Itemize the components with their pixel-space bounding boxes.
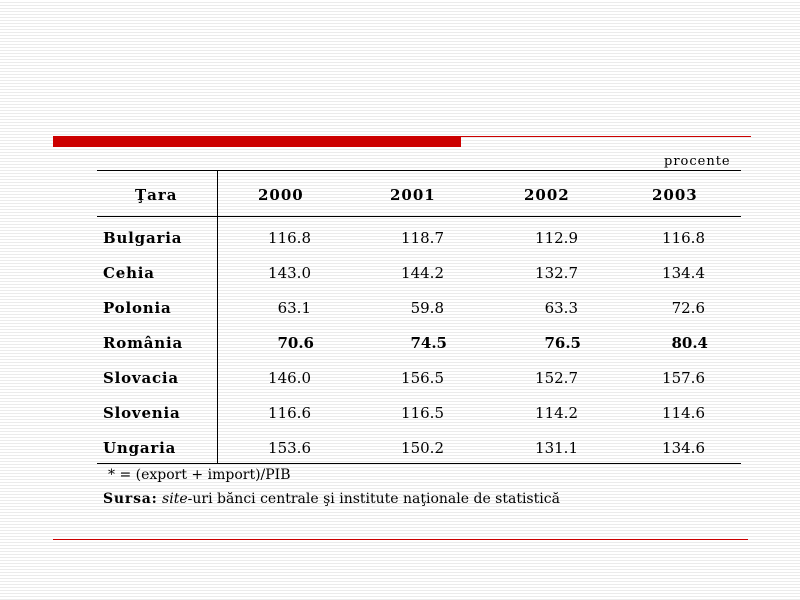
table-cell-value: 116.8: [662, 229, 705, 247]
table-cell-value: 63.3: [544, 299, 578, 317]
unit-label: procente: [664, 154, 731, 169]
table-cell-value: 131.1: [535, 439, 578, 457]
source-label: Sursa:: [103, 491, 158, 507]
table-cell-value: 116.8: [268, 229, 311, 247]
table-cell-value: 59.8: [410, 299, 444, 317]
header-country: Ţara: [135, 186, 178, 204]
table-cell-value: 76.5: [544, 334, 581, 352]
table-cell-value: 132.7: [535, 264, 578, 282]
table-bottom-rule: [97, 463, 741, 464]
table-row-country: Bulgaria: [103, 229, 183, 247]
source-italic: site: [162, 491, 188, 507]
table-header-rule: [97, 216, 741, 217]
table-row-country: România: [103, 334, 183, 352]
table-row-country: Cehia: [103, 264, 155, 282]
table-cell-value: 150.2: [401, 439, 444, 457]
top-divider-line: [53, 136, 751, 137]
table-cell-value: 80.4: [671, 334, 708, 352]
table-cell-value: 70.6: [277, 334, 314, 352]
table-cell-value: 72.6: [671, 299, 705, 317]
table-cell-value: 134.4: [662, 264, 705, 282]
header-year: 2001: [390, 186, 436, 204]
table-top-rule: [97, 170, 741, 171]
accent-bar: [53, 137, 461, 147]
table-cell-value: 152.7: [535, 369, 578, 387]
table-cell-value: 156.5: [401, 369, 444, 387]
table-cell-value: 63.1: [277, 299, 311, 317]
header-year: 2002: [524, 186, 570, 204]
table-row-country: Ungaria: [103, 439, 177, 457]
header-year: 2003: [652, 186, 698, 204]
table-cell-value: 114.6: [662, 404, 705, 422]
source-text: -uri bănci centrale şi institute naţiona…: [187, 491, 560, 507]
table-cell-value: 144.2: [401, 264, 444, 282]
table-row-country: Slovacia: [103, 369, 179, 387]
footnote: * = (export + import)/PIB: [108, 467, 291, 483]
table-cell-value: 153.6: [268, 439, 311, 457]
table-cell-value: 74.5: [410, 334, 447, 352]
table-cell-value: 134.6: [662, 439, 705, 457]
table-cell-value: 157.6: [662, 369, 705, 387]
bottom-divider-line: [53, 539, 748, 540]
table-row-country: Slovenia: [103, 404, 181, 422]
table-cell-value: 116.5: [401, 404, 444, 422]
table-cell-value: 112.9: [535, 229, 578, 247]
header-year: 2000: [258, 186, 304, 204]
table-cell-value: 114.2: [535, 404, 578, 422]
source-note: Sursa: site-uri bănci centrale şi instit…: [103, 491, 560, 507]
table-row-country: Polonia: [103, 299, 172, 317]
table-cell-value: 143.0: [268, 264, 311, 282]
table-column-divider: [217, 170, 218, 464]
table-cell-value: 116.6: [268, 404, 311, 422]
table-cell-value: 118.7: [401, 229, 444, 247]
table-cell-value: 146.0: [268, 369, 311, 387]
